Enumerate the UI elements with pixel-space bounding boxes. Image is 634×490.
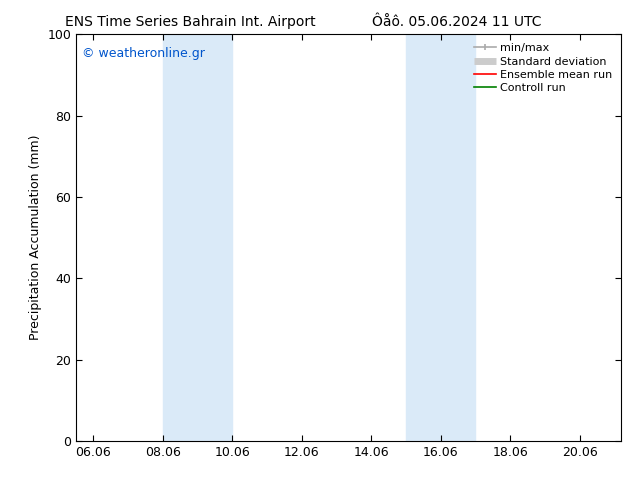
Legend: min/max, Standard deviation, Ensemble mean run, Controll run: min/max, Standard deviation, Ensemble me…	[470, 40, 616, 97]
Bar	[163, 34, 232, 441]
Text: © weatheronline.gr: © weatheronline.gr	[82, 47, 204, 59]
Bar	[406, 34, 476, 441]
Text: Ôåô. 05.06.2024 11 UTC: Ôåô. 05.06.2024 11 UTC	[372, 15, 541, 29]
Y-axis label: Precipitation Accumulation (mm): Precipitation Accumulation (mm)	[29, 135, 42, 341]
Text: ENS Time Series Bahrain Int. Airport: ENS Time Series Bahrain Int. Airport	[65, 15, 316, 29]
